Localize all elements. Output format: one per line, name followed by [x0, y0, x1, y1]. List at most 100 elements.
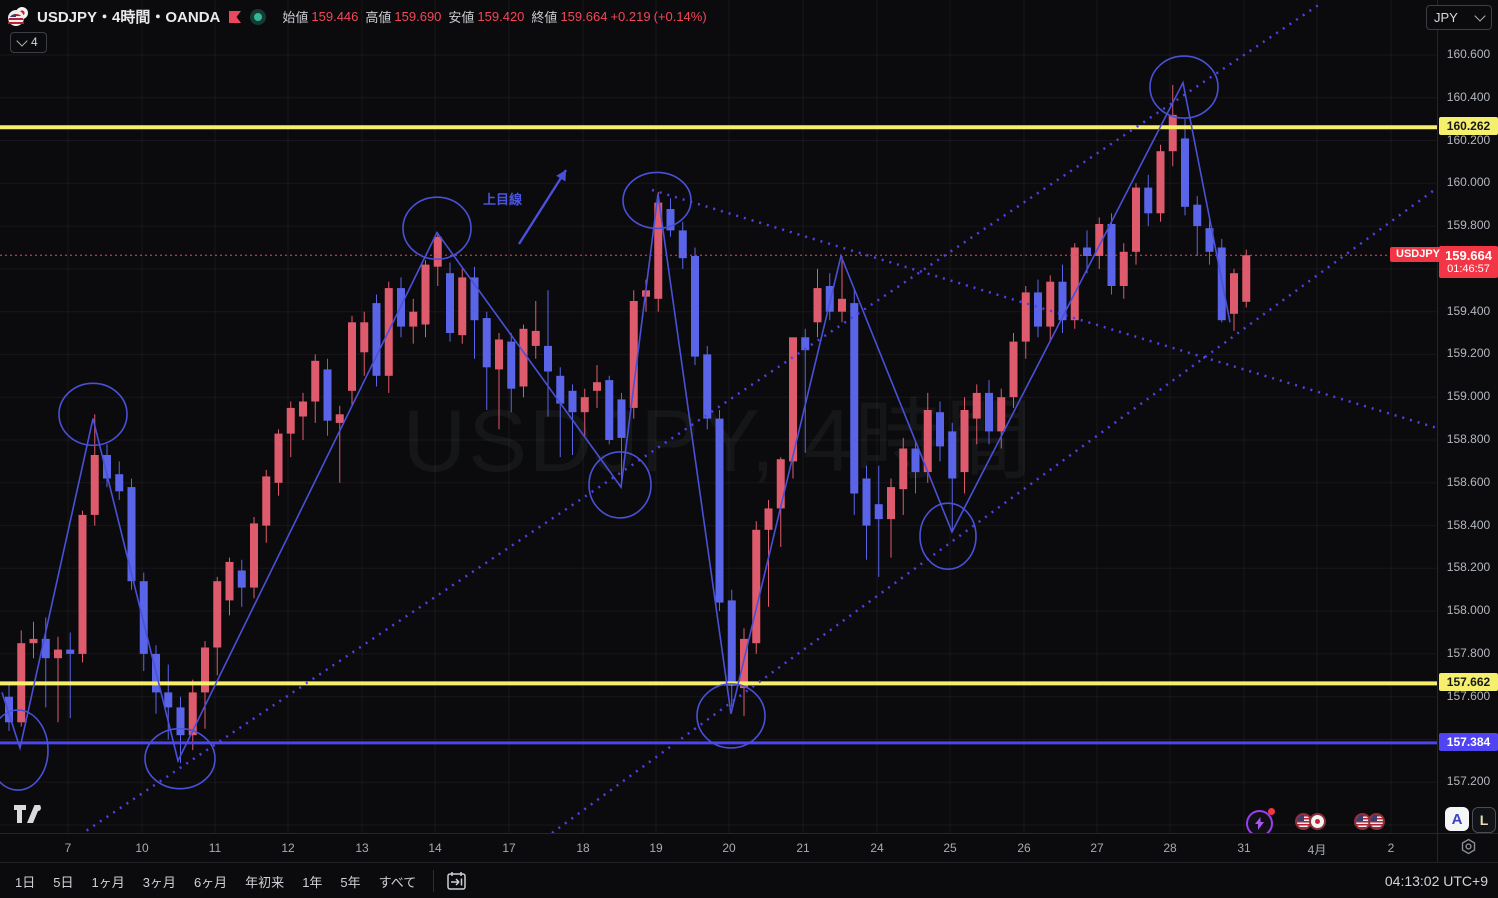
toolbar-divider [433, 870, 435, 892]
symbol-title[interactable]: USDJPY・4時間・OANDA [37, 9, 221, 26]
candle [776, 459, 785, 509]
candle [115, 474, 124, 492]
range-button-すべて[interactable]: すべて [378, 874, 417, 890]
overlay-l-button[interactable]: L [1472, 807, 1496, 833]
candle [1205, 228, 1214, 252]
time-axis-label: 19 [649, 841, 663, 855]
chart-header: USDJPY・4時間・OANDA 始値 159.446 高値 159.690 安… [8, 6, 707, 27]
high-value: 159.690 [394, 9, 442, 24]
currency-selector-button[interactable]: JPY [1426, 5, 1492, 30]
bar-countdown: 01:46:57 [1447, 263, 1490, 276]
range-button-1年[interactable]: 1年 [302, 874, 323, 890]
chart-canvas[interactable]: USDJPY, 4時間 USDJPY・4時間・OANDA [0, 0, 1437, 833]
candle [5, 696, 13, 723]
range-button-年初来[interactable]: 年初来 [245, 874, 285, 890]
candle [299, 401, 307, 417]
time-axis[interactable]: 7 10 11 12 13 14 17 18 19 20 21 24 25 26 27 28 31 4月 2 [0, 833, 1437, 863]
symbol-flag-logo-icon [8, 6, 29, 27]
price-axis-label: 157.800 [1446, 645, 1491, 660]
price-axis-label: 159.000 [1446, 389, 1491, 404]
economic-event-lightning-icon[interactable] [1246, 808, 1275, 833]
range-button-1日[interactable]: 1日 [15, 874, 36, 890]
price-axis-label: 158.400 [1446, 517, 1491, 532]
clock-timezone-button[interactable]: 04:13:02 UTC+9 [1384, 873, 1488, 889]
pivot-circle[interactable] [1149, 55, 1219, 119]
candle [201, 647, 209, 693]
bar-change-flag-icon[interactable] [228, 10, 242, 24]
price-axis[interactable]: 160.600 160.400 160.200 160.000 159.800 159.4… [1437, 0, 1498, 833]
time-axis-label: 18 [576, 841, 590, 855]
time-axis-label: 4月 [1307, 843, 1327, 857]
candle [838, 298, 846, 312]
pivot-circle[interactable] [0, 709, 49, 791]
range-button-5日[interactable]: 5日 [53, 874, 74, 890]
low-value: 159.420 [477, 9, 525, 24]
candle [519, 328, 528, 387]
time-axis-label: 10 [135, 841, 149, 855]
pivot-circle[interactable] [58, 382, 128, 447]
overlay-a-button[interactable]: A [1445, 807, 1469, 831]
zigzag-line[interactable] [1, 80, 1231, 764]
tradingview-logo-icon[interactable] [14, 805, 44, 829]
pivot-circle[interactable] [622, 171, 692, 230]
open-value: 159.446 [311, 9, 359, 24]
pivot-circle[interactable] [144, 727, 216, 790]
timezone-settings-icon[interactable] [1460, 838, 1477, 860]
trend-annotation[interactable]: 上目線 [483, 192, 523, 207]
dotted-trendline[interactable] [651, 188, 1437, 430]
pivot-circle[interactable] [402, 196, 472, 260]
high-label: 高値 [365, 10, 392, 25]
range-button-1ヶ月[interactable]: 1ヶ月 [91, 874, 125, 890]
dotted-trendline[interactable] [80, 2, 1321, 833]
bottom-toolbar: 1日 5日 1ヶ月 3ヶ月 6ヶ月 年初来 1年 5年 すべて 04:13:02 UTC+9 [0, 862, 1498, 898]
economic-event-us-us-flags-icon[interactable] [1354, 813, 1385, 830]
close-label: 終値 [531, 10, 558, 25]
range-button-6ヶ月[interactable]: 6ヶ月 [193, 874, 228, 890]
status-dot-icon[interactable] [250, 8, 267, 25]
pivot-circle[interactable] [696, 683, 766, 749]
candle [544, 345, 552, 372]
candle [580, 397, 589, 413]
candle [654, 202, 663, 299]
close-value: 159.664 [560, 9, 608, 24]
candlestick-plot[interactable] [0, 0, 1437, 833]
candle [90, 455, 99, 515]
candle [262, 476, 271, 526]
pivot-circle[interactable] [919, 502, 977, 571]
up-arrow-icon[interactable] [517, 169, 568, 245]
price-axis-label: 160.200 [1446, 132, 1491, 147]
candle [911, 448, 920, 473]
candle [1070, 247, 1079, 321]
time-axis-label: 21 [796, 841, 810, 855]
candle [715, 418, 724, 603]
candle [1046, 281, 1055, 327]
price-axis-label: 159.800 [1446, 218, 1491, 233]
range-button-3ヶ月[interactable]: 3ヶ月 [142, 874, 176, 890]
candle [1230, 273, 1238, 314]
candle [997, 397, 1006, 432]
time-axis-label: 20 [722, 841, 736, 855]
interval-badge[interactable]: 4 [10, 32, 47, 53]
candle [1156, 151, 1165, 214]
price-axis-label: 157.200 [1446, 774, 1491, 789]
candle [813, 288, 822, 323]
candle [507, 341, 516, 389]
dotted-trendline[interactable] [551, 186, 1437, 833]
economic-event-us-jp-flags-icon[interactable] [1295, 813, 1326, 830]
candle [54, 649, 62, 659]
pivot-circle[interactable] [588, 451, 652, 519]
candle [495, 339, 503, 370]
candle [629, 301, 638, 408]
candle [789, 337, 797, 462]
price-axis-label: 159.200 [1446, 346, 1491, 361]
range-button-5年[interactable]: 5年 [340, 874, 361, 890]
candle [1034, 292, 1042, 327]
go-to-date-icon[interactable] [442, 871, 471, 892]
arrow-head-icon [556, 170, 566, 182]
current-price-tag: 159.664 01:46:57 [1439, 246, 1498, 279]
candle [421, 264, 430, 325]
candle [237, 570, 246, 588]
price-axis-label: 158.000 [1446, 603, 1491, 618]
candle [568, 390, 577, 413]
candle [164, 692, 173, 708]
